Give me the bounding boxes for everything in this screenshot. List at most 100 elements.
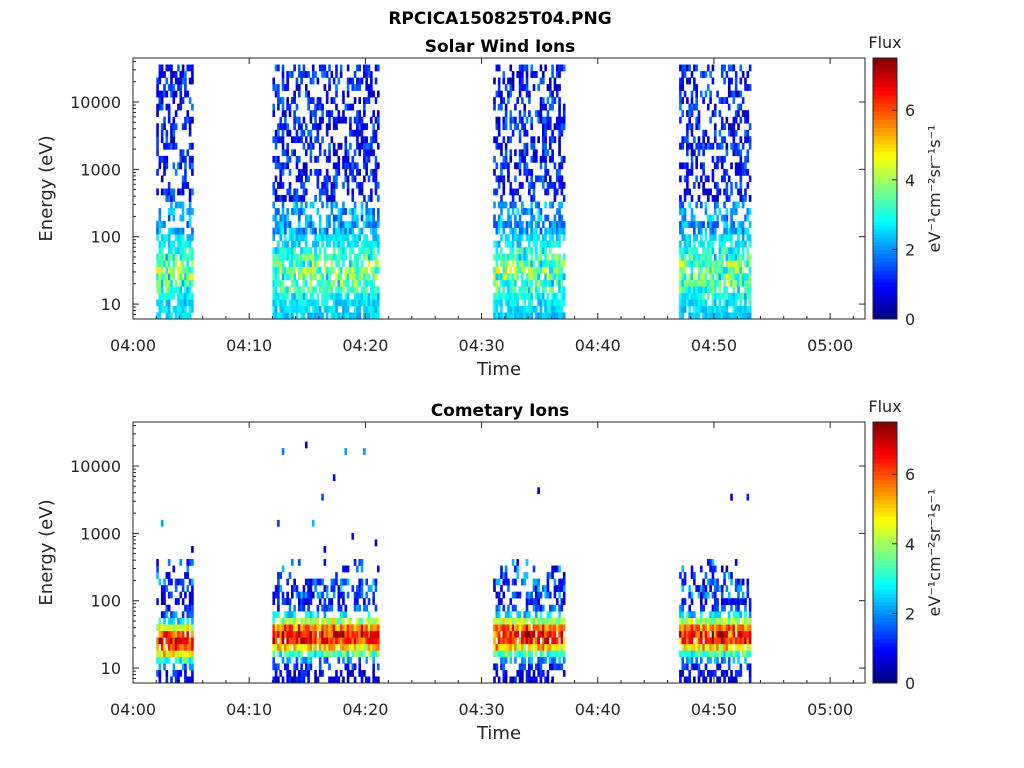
heatmap-cell bbox=[293, 240, 296, 248]
heatmap-cell bbox=[541, 617, 545, 625]
heatmap-cell bbox=[188, 650, 192, 658]
heatmap-cell bbox=[748, 305, 752, 313]
heatmap-cell bbox=[274, 279, 278, 287]
heatmap-cell bbox=[690, 195, 694, 202]
y-tick-label: 10 bbox=[101, 659, 121, 678]
heatmap-cell bbox=[156, 572, 159, 579]
heatmap-cell bbox=[346, 676, 350, 684]
colorbar-segment bbox=[873, 253, 897, 259]
heatmap-cell bbox=[686, 637, 689, 645]
heatmap-cell bbox=[500, 663, 503, 671]
heatmap-cell bbox=[734, 247, 738, 255]
heatmap-cell bbox=[160, 234, 164, 241]
heatmap-cell bbox=[544, 253, 547, 261]
heatmap-cell bbox=[358, 663, 362, 671]
heatmap-cell bbox=[530, 142, 533, 150]
heatmap-cell bbox=[309, 260, 313, 268]
heatmap-cell bbox=[555, 650, 559, 658]
heatmap-cell bbox=[693, 273, 696, 281]
heatmap-cell bbox=[734, 181, 738, 189]
heatmap-cell bbox=[537, 136, 540, 144]
heatmap-cell bbox=[546, 292, 550, 300]
heatmap-cell bbox=[277, 676, 280, 684]
heatmap-cell bbox=[681, 110, 685, 118]
heatmap-cell bbox=[188, 247, 192, 255]
heatmap-cell bbox=[309, 598, 313, 605]
heatmap-cell bbox=[690, 637, 694, 645]
heatmap-cell bbox=[325, 273, 329, 281]
heatmap-cell bbox=[302, 591, 306, 599]
heatmap-cell bbox=[748, 286, 752, 294]
heatmap-cell bbox=[365, 305, 368, 313]
heatmap-cell bbox=[330, 585, 334, 592]
heatmap-cell bbox=[693, 103, 696, 111]
heatmap-cell bbox=[493, 312, 496, 320]
heatmap-cell bbox=[544, 168, 547, 176]
heatmap-cell bbox=[339, 240, 343, 248]
heatmap-cell bbox=[690, 286, 694, 294]
colorbar-segment bbox=[873, 151, 897, 157]
heatmap-cell bbox=[560, 175, 564, 183]
colorbar-segment bbox=[873, 58, 897, 63]
heatmap-cell bbox=[174, 630, 178, 638]
heatmap-cell bbox=[184, 604, 187, 612]
heatmap-cell bbox=[509, 247, 513, 255]
heatmap-cell bbox=[537, 175, 540, 183]
heatmap-cell bbox=[711, 559, 715, 566]
heatmap-cell bbox=[318, 656, 322, 664]
heatmap-cell bbox=[374, 650, 378, 658]
heatmap-cell bbox=[360, 266, 364, 274]
heatmap-cell bbox=[335, 650, 338, 658]
heatmap-cell bbox=[695, 305, 698, 313]
heatmap-cell bbox=[365, 136, 368, 144]
heatmap-cell bbox=[170, 142, 173, 150]
heatmap-cell bbox=[511, 604, 515, 612]
heatmap-cell bbox=[353, 591, 357, 599]
heatmap-cell bbox=[681, 630, 685, 638]
heatmap-cell bbox=[555, 624, 559, 632]
heatmap-cell bbox=[304, 221, 308, 228]
heatmap-cell bbox=[156, 650, 159, 658]
y-tick-label: 1000 bbox=[80, 524, 121, 543]
heatmap-cell bbox=[525, 637, 529, 645]
heatmap-cell bbox=[541, 97, 545, 104]
heatmap-cell bbox=[302, 669, 306, 677]
colorbar-segment bbox=[873, 302, 897, 308]
heatmap-cell bbox=[734, 90, 738, 98]
heatmap-cell bbox=[748, 663, 752, 671]
heatmap-cell bbox=[286, 77, 289, 85]
heatmap-cell bbox=[351, 188, 355, 196]
heatmap-cell bbox=[156, 299, 159, 307]
heatmap-cell bbox=[360, 136, 364, 144]
heatmap-cell bbox=[337, 630, 341, 638]
heatmap-cell bbox=[734, 559, 738, 566]
heatmap-cell bbox=[291, 611, 294, 619]
heatmap-cell bbox=[555, 234, 559, 241]
heatmap-cell bbox=[493, 273, 496, 281]
heatmap-cell bbox=[711, 578, 715, 586]
heatmap-cell bbox=[374, 227, 378, 235]
heatmap-cell bbox=[497, 214, 501, 222]
heatmap-cell bbox=[337, 162, 341, 170]
heatmap-cell bbox=[713, 110, 717, 118]
heatmap-cell bbox=[184, 286, 187, 294]
heatmap-cell bbox=[683, 663, 687, 671]
heatmap-cell bbox=[725, 312, 729, 320]
heatmap-cell bbox=[562, 110, 566, 118]
heatmap-cell bbox=[277, 630, 280, 638]
heatmap-cell bbox=[532, 260, 536, 268]
colorbar-segment bbox=[873, 111, 897, 116]
heatmap-cell bbox=[739, 90, 743, 98]
heatmap-cell bbox=[165, 585, 169, 592]
heatmap-cell bbox=[367, 279, 371, 287]
heatmap-cell bbox=[560, 64, 564, 72]
heatmap-cell bbox=[286, 97, 289, 104]
heatmap-cell bbox=[716, 650, 719, 658]
heatmap-cell bbox=[377, 292, 380, 300]
heatmap-cell bbox=[495, 299, 499, 307]
heatmap-cell bbox=[683, 136, 687, 144]
heatmap-cell bbox=[358, 312, 362, 320]
heatmap-cell bbox=[356, 643, 359, 651]
heatmap-cell bbox=[356, 565, 359, 573]
heatmap-cell bbox=[686, 234, 689, 241]
